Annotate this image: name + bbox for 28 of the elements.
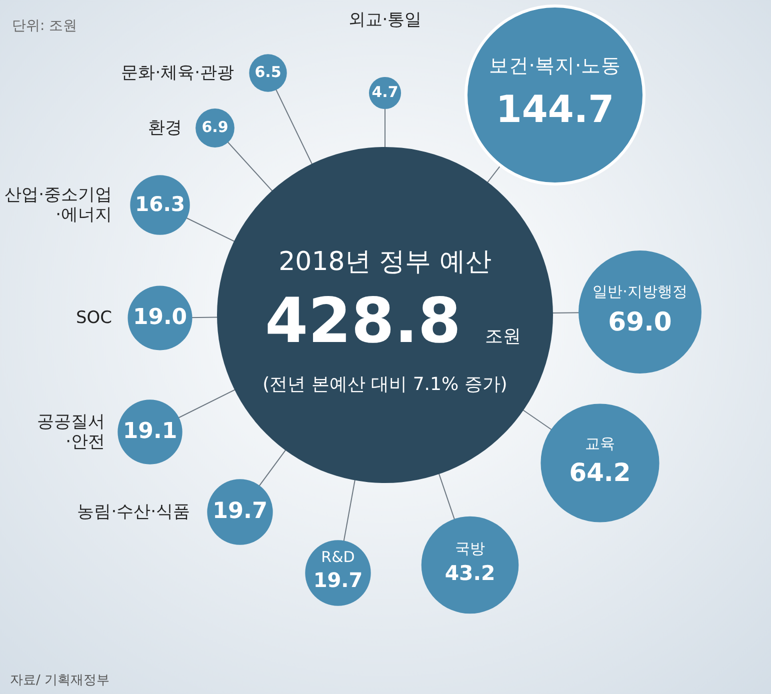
data-label: 43.2 — [444, 560, 496, 585]
data-label: 19.1 — [122, 419, 178, 444]
data-label: 6.5 — [254, 63, 282, 82]
category-label: R&D — [321, 548, 355, 566]
text: 조원 — [485, 326, 521, 347]
data-label: 19.0 — [132, 304, 188, 330]
data-label: 19.7 — [313, 568, 363, 592]
data-label: 19.7 — [212, 498, 268, 524]
text: 단위: 조원 — [12, 18, 78, 34]
data-label: 69.0 — [608, 308, 672, 338]
data-label: 4.7 — [372, 83, 398, 102]
category-label: SOC — [76, 308, 112, 328]
data-label: 6.9 — [202, 118, 228, 136]
category-label: 문화·체육·관광 — [121, 62, 234, 83]
text: (전년 본예산 대비 7.1% 증가) — [262, 374, 508, 395]
category-label: 환경 — [148, 118, 182, 138]
category-label: 보건·복지·노동 — [488, 54, 622, 78]
category-label: 공공질서 ·안전 — [37, 411, 105, 452]
category-label: 농림·수산·식품 — [77, 502, 190, 522]
category-label: 교육 — [585, 434, 615, 452]
category-label: 산업·중소기업 ·에너지 — [4, 184, 112, 225]
category-label: 국방 — [455, 540, 485, 558]
text: 자료/ 기획재정부 — [10, 672, 110, 688]
text: 428.8 — [264, 284, 462, 357]
category-label: 외교·통일 — [348, 10, 422, 30]
category-label: 일반·지방행정 — [592, 282, 688, 301]
data-label: 16.3 — [134, 192, 186, 216]
data-label: 64.2 — [569, 458, 631, 488]
